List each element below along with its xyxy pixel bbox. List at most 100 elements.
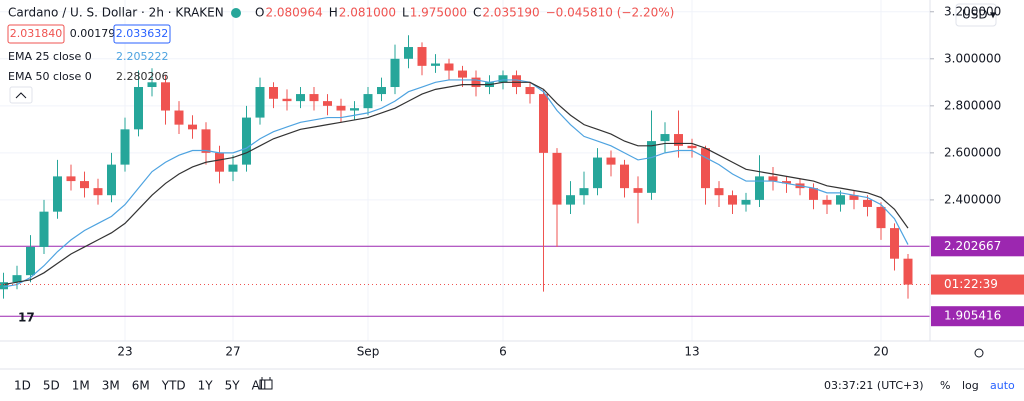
candle-body xyxy=(350,108,359,111)
candle-body xyxy=(417,47,427,66)
range-button[interactable]: 1Y xyxy=(198,379,214,393)
candle-body xyxy=(134,87,143,130)
candle-body xyxy=(201,129,211,153)
price-label: 2.202667 xyxy=(944,239,1001,253)
sell-box[interactable] xyxy=(7,24,65,44)
candle-body xyxy=(498,75,508,83)
range-button[interactable]: 3M xyxy=(102,379,120,393)
candle-body xyxy=(647,141,656,193)
candle-body xyxy=(296,94,305,102)
ohlc-value: 2.081000 xyxy=(339,6,396,20)
candle-body xyxy=(53,176,62,212)
range-button[interactable]: 5D xyxy=(43,379,60,393)
x-tick-label: 20 xyxy=(873,345,888,359)
toolbar: 03:37:21 (UTC+3) % log auto 1D 5D 1M 3M 6M YT… xyxy=(14,377,1015,393)
candle-body xyxy=(282,98,292,102)
candle-body xyxy=(39,211,49,247)
range-button[interactable]: YTD xyxy=(161,379,186,393)
ohlc-value: 2.080964 xyxy=(265,6,322,20)
candle-body xyxy=(255,87,265,118)
candle-body xyxy=(876,206,886,229)
range-button[interactable]: 6M xyxy=(132,379,150,393)
ema-value: 2.280206 xyxy=(116,70,169,83)
candle-body xyxy=(161,82,170,111)
candle-body xyxy=(390,58,400,88)
price-label: 1.905416 xyxy=(944,309,1001,323)
range-button[interactable]: 1D xyxy=(14,379,31,393)
symbol-title: Cardano / U. S. Dollar · 2h · KRAKEN xyxy=(8,6,224,20)
candle-body xyxy=(701,148,710,189)
ask: 2.033632 xyxy=(116,27,169,40)
candle-body xyxy=(890,228,899,259)
y-tick-label: 3.000000 xyxy=(944,51,1001,65)
candle-body xyxy=(579,188,589,196)
ohlc-label: H xyxy=(329,6,338,20)
buy-box[interactable] xyxy=(113,24,171,44)
y-tick-label: 3.200000 xyxy=(944,4,1001,18)
x-tick-label: 13 xyxy=(684,345,699,359)
candle-body xyxy=(863,199,872,207)
candle-body xyxy=(620,164,629,189)
price-label-bg xyxy=(931,236,1024,257)
dropdown-icon: ▾ xyxy=(990,8,996,22)
ohlc-legend: O 2.080964 H 2.081000 L 1.975000 C 2.035190 −0.0… xyxy=(255,6,674,20)
chevron-icon xyxy=(15,92,27,99)
candle-body xyxy=(674,134,683,146)
candle-body xyxy=(336,105,346,111)
currency-button[interactable] xyxy=(955,3,997,27)
countdown: 01:22:39 xyxy=(944,277,998,291)
auto-toggle[interactable]: auto xyxy=(990,379,1015,392)
candle-body xyxy=(809,188,818,200)
candle-body xyxy=(768,176,778,182)
spread: 0.001792 xyxy=(70,27,123,40)
ema-line xyxy=(3,79,909,288)
candle-body xyxy=(903,258,913,285)
log-toggle[interactable]: log xyxy=(962,379,979,392)
candle-body xyxy=(363,94,373,109)
ema-value: 2.205222 xyxy=(116,50,169,63)
calendar-icon[interactable] xyxy=(259,377,273,390)
candle-body xyxy=(471,77,481,88)
candle-body xyxy=(188,124,197,130)
candle-body xyxy=(120,129,130,165)
candle-body xyxy=(566,195,575,205)
candle-body xyxy=(107,164,116,196)
candle-body xyxy=(849,195,859,200)
ohlc-label: L xyxy=(402,6,409,20)
x-tick-label: 6 xyxy=(499,345,507,359)
candle-body xyxy=(822,199,832,205)
candle-body xyxy=(431,63,440,66)
candle-body xyxy=(633,188,643,193)
candle-body xyxy=(741,199,751,205)
ema-line xyxy=(3,81,909,286)
market-status[interactable] xyxy=(231,8,241,18)
overlay: Cardano / U. S. Dollar · 2h · KRAKEN O 2.… xyxy=(7,3,1001,358)
candle-body xyxy=(147,82,157,88)
tv-logo: 𝟭𝟳 xyxy=(18,311,35,325)
candle-body xyxy=(714,188,724,196)
y-tick-label: 2.800000 xyxy=(944,98,1001,112)
x-tick-label: 23 xyxy=(117,345,132,359)
candle-body xyxy=(66,176,76,182)
candle-body xyxy=(836,195,845,205)
percent-toggle[interactable]: % xyxy=(940,379,950,392)
range-button[interactable]: 5Y xyxy=(225,379,241,393)
candle-body xyxy=(687,145,697,149)
range-button[interactable]: All xyxy=(252,379,267,393)
candle-body xyxy=(309,94,319,102)
candle-body xyxy=(323,101,332,106)
candle-body xyxy=(26,246,35,276)
settings-icon[interactable] xyxy=(974,348,984,358)
plot-area xyxy=(0,0,930,341)
candle-body xyxy=(552,152,562,205)
candle-body xyxy=(174,110,184,125)
change: −0.045810 (−2.20%) xyxy=(546,6,675,20)
candle-body xyxy=(404,47,413,59)
candle-body xyxy=(539,94,548,153)
candle-body xyxy=(242,117,251,165)
range-button[interactable]: 1M xyxy=(72,379,90,393)
collapse-button[interactable] xyxy=(9,86,33,104)
ohlc-label: C xyxy=(473,6,481,20)
